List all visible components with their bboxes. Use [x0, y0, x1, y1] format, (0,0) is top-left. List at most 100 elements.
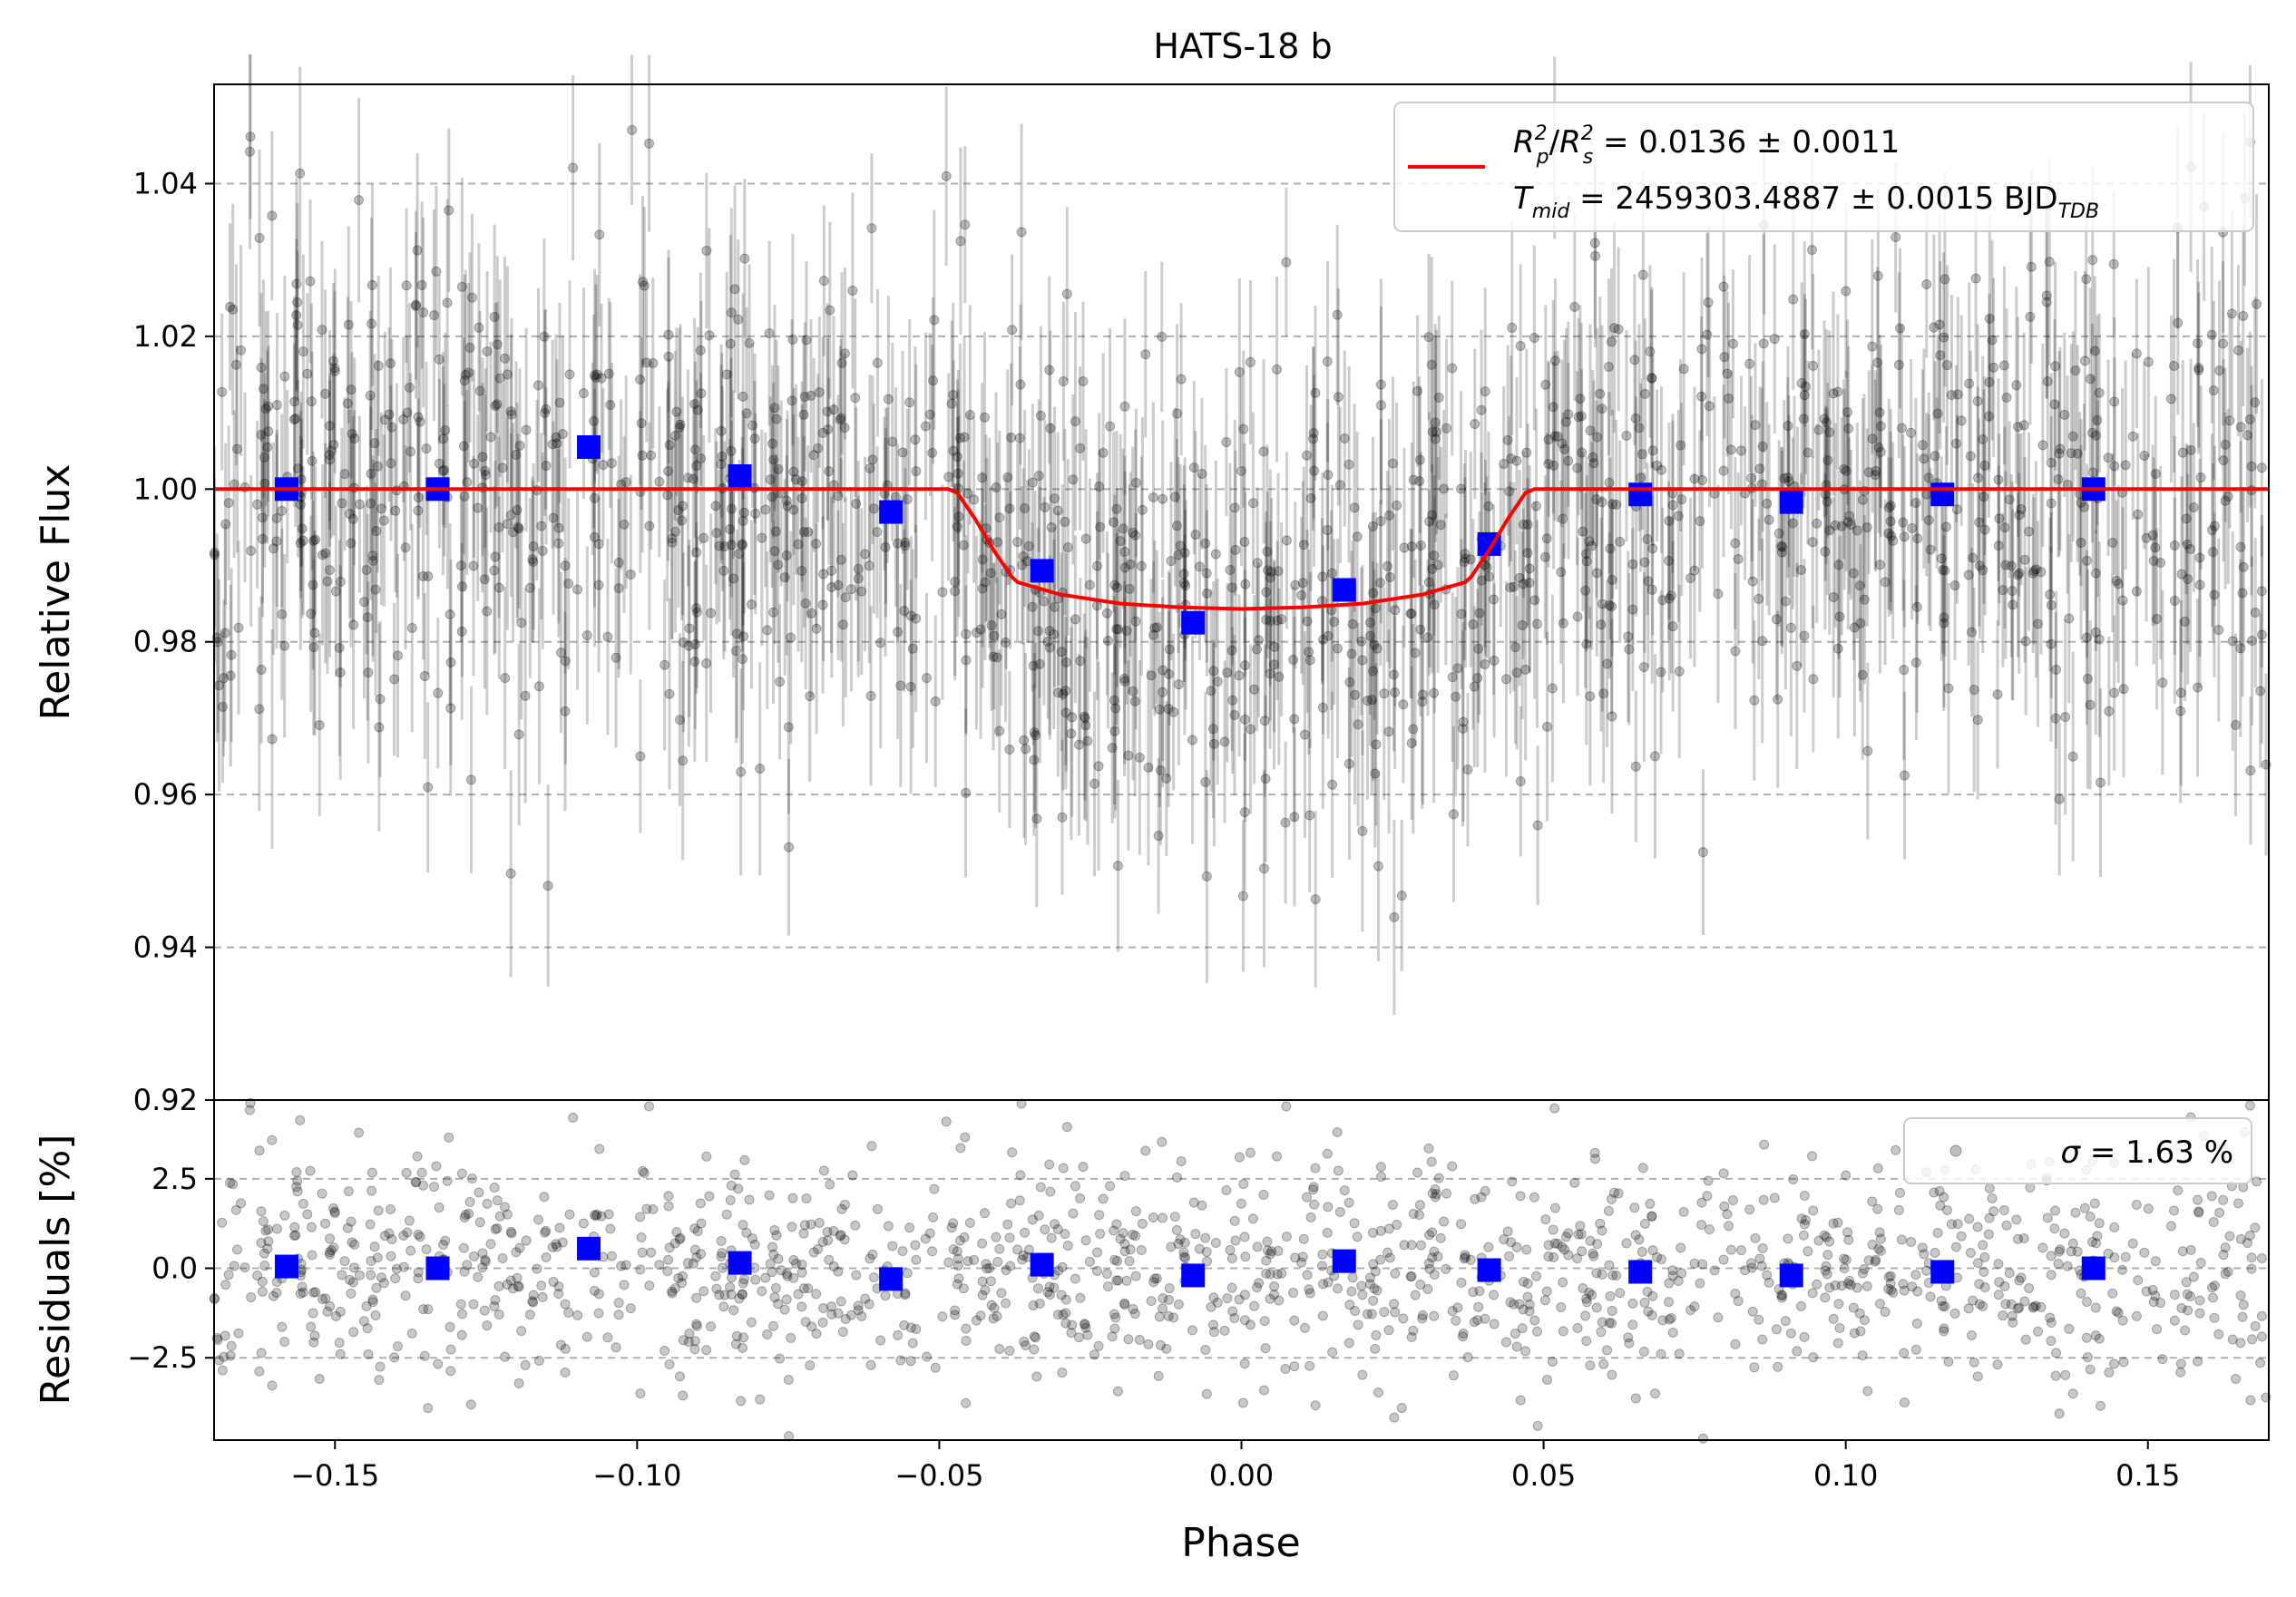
top-data-point: [1441, 423, 1452, 433]
top-data-point: [2238, 561, 2249, 572]
residual-point: [994, 1243, 1005, 1254]
residual-point: [1078, 1162, 1089, 1173]
residual-point: [1406, 1332, 1417, 1343]
top-data-point: [326, 445, 337, 456]
residual-point: [1843, 1234, 1854, 1245]
top-data-point: [1956, 415, 1967, 426]
residual-point: [1368, 1259, 1379, 1270]
residual-point: [771, 1230, 782, 1241]
top-data-point: [826, 565, 837, 576]
residual-point: [314, 1374, 325, 1385]
top-data-point: [591, 369, 602, 380]
top-data-point: [1645, 346, 1656, 357]
top-data-point: [739, 253, 750, 264]
top-data-point: [1366, 695, 1377, 706]
top-data-point: [325, 565, 336, 576]
residual-point: [750, 1274, 761, 1285]
residual-point: [492, 1195, 503, 1206]
top-data-point: [2218, 455, 2229, 466]
residual-point: [324, 1233, 335, 1244]
top-data-point: [1898, 517, 1909, 528]
residual-point: [2050, 1370, 2061, 1381]
residual-point: [473, 1271, 484, 1282]
top-data-point: [818, 569, 829, 579]
residual-point: [1093, 1340, 1104, 1351]
chart-title: HATS-18 b: [1153, 26, 1332, 66]
residual-point: [853, 1300, 864, 1311]
top-data-point: [1148, 629, 1159, 640]
top-data-point: [1867, 341, 1878, 352]
top-binned-point: [1181, 610, 1206, 635]
residual-point: [674, 1371, 685, 1382]
top-data-point: [2049, 399, 2060, 410]
top-data-point: [389, 674, 400, 685]
top-data-point: [985, 568, 996, 579]
residual-point: [1179, 1237, 1190, 1248]
top-data-point: [400, 542, 411, 553]
top-data-point: [392, 650, 403, 661]
residual-point: [850, 1220, 861, 1231]
top-data-point: [465, 774, 476, 785]
top-data-point: [489, 311, 500, 322]
residual-point: [1646, 1211, 1657, 1222]
residual-point: [2242, 1238, 2252, 1249]
residual-point: [1239, 1358, 1250, 1369]
residual-point: [1367, 1227, 1378, 1238]
residual-point: [2152, 1324, 2163, 1335]
top-data-point: [1788, 294, 1799, 305]
top-data-point: [1589, 238, 1600, 248]
top-data-point: [1521, 447, 1532, 458]
residual-point: [1308, 1182, 1319, 1193]
residual-point: [548, 1276, 559, 1287]
top-data-point: [1646, 373, 1657, 384]
top-data-point: [367, 550, 378, 561]
residual-point: [354, 1127, 365, 1138]
top-data-point: [406, 623, 417, 634]
residual-point: [767, 1267, 777, 1278]
residual-point: [689, 1223, 700, 1234]
residual-point: [1276, 1268, 1287, 1279]
residual-point: [1489, 1290, 1500, 1300]
residual-point: [366, 1256, 376, 1267]
residual-point: [1792, 1346, 1803, 1357]
residual-point: [1107, 1331, 1118, 1342]
residual-point: [1733, 1296, 1744, 1307]
top-data-point: [256, 429, 267, 440]
residual-point: [1667, 1327, 1678, 1338]
residual-point: [1730, 1289, 1741, 1300]
top-data-point: [267, 734, 278, 745]
residual-point: [445, 1366, 456, 1377]
top-data-point: [225, 670, 236, 681]
top-data-point: [1630, 413, 1641, 424]
top-data-point: [714, 540, 725, 551]
top-data-point: [706, 608, 717, 618]
top-data-point: [762, 625, 773, 636]
residual-point: [1689, 1301, 1700, 1312]
top-data-point: [445, 703, 456, 714]
residual-point: [728, 1305, 739, 1316]
top-data-point: [1427, 563, 1438, 574]
top-data-point: [532, 380, 543, 391]
residual-point: [1161, 1343, 1172, 1354]
residual-point: [1021, 1340, 1031, 1351]
top-data-point: [796, 492, 807, 503]
top-data-point: [1119, 562, 1130, 573]
top-data-point: [853, 563, 864, 574]
top-data-point: [252, 499, 263, 510]
top-data-point: [718, 565, 729, 576]
top-data-point: [1125, 559, 1136, 570]
residual-point: [553, 1281, 564, 1292]
residual-point: [1676, 1268, 1687, 1279]
residual-point: [2113, 1308, 2124, 1319]
top-data-point: [1272, 615, 1283, 626]
top-data-point: [1014, 433, 1025, 443]
top-data-point: [578, 388, 589, 399]
residual-point: [1621, 1238, 1632, 1249]
top-data-point: [1588, 452, 1598, 463]
residual-point: [1822, 1269, 1832, 1280]
top-data-point: [1018, 550, 1029, 561]
top-data-point: [1581, 549, 1592, 560]
residual-point: [1364, 1272, 1375, 1283]
top-data-point: [1208, 738, 1219, 749]
